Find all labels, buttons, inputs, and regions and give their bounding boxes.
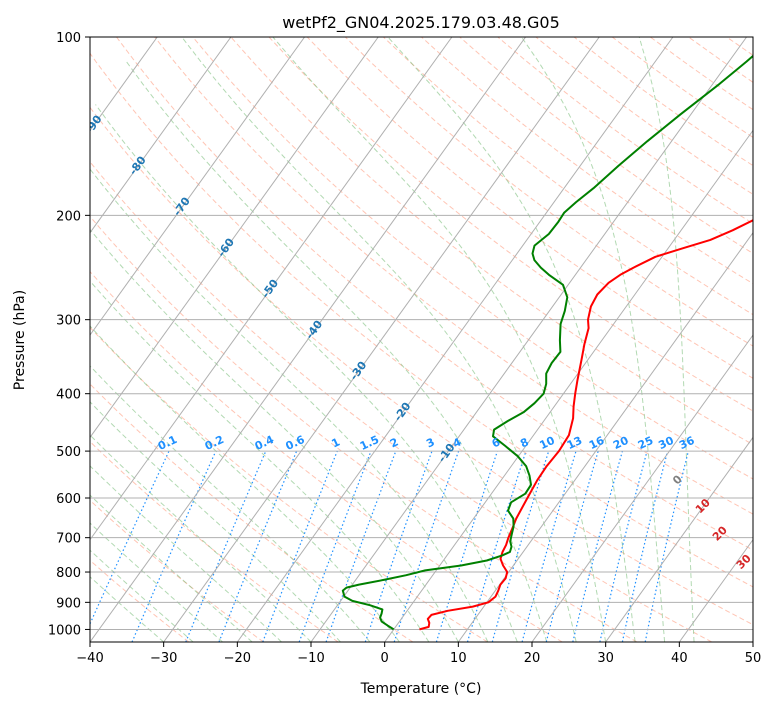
y-tick-label: 600 (56, 492, 81, 507)
x-tick-label: 50 (745, 651, 762, 666)
y-tick-label: 400 (56, 388, 81, 403)
y-tick-label: 200 (56, 209, 81, 224)
y-axis-label: Pressure (hPa) (12, 290, 28, 390)
x-tick-label: 30 (597, 651, 614, 666)
x-tick-label: −10 (297, 651, 324, 666)
x-tick-label: 20 (524, 651, 541, 666)
y-tick-label: 500 (56, 445, 81, 460)
y-tick-label: 800 (56, 566, 81, 581)
chart-title: wetPf2_GN04.2025.179.03.48.G05 (282, 13, 560, 33)
x-tick-label: −30 (150, 651, 177, 666)
x-axis-label: Temperature (°C) (360, 681, 482, 697)
y-tick-label: 300 (56, 314, 81, 329)
x-tick-label: −20 (224, 651, 251, 666)
x-tick-label: −40 (76, 651, 103, 666)
y-tick-label: 900 (56, 596, 81, 611)
x-tick-label: 40 (671, 651, 688, 666)
y-tick-label: 1000 (48, 623, 81, 638)
x-tick-label: 0 (381, 651, 389, 666)
x-tick-label: 10 (450, 651, 467, 666)
y-tick-label: 100 (56, 31, 81, 46)
y-tick-label: 700 (56, 532, 81, 547)
